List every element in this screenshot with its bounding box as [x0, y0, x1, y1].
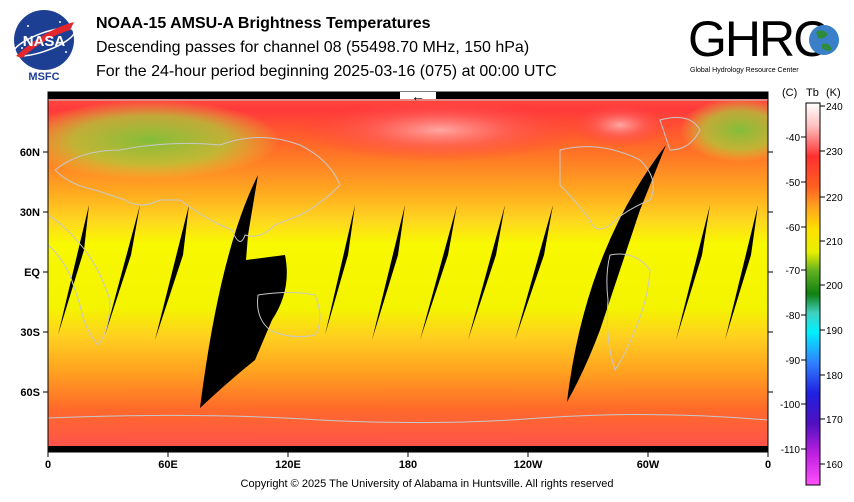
colorbar-kelvin-tick: 200: [826, 281, 843, 292]
colorbar-celsius-tick: -100: [780, 400, 800, 411]
colorbar-celsius-tick: -90: [786, 356, 801, 367]
lat-tick-label: 60S: [20, 387, 40, 399]
msfc-label: MSFC: [28, 71, 59, 83]
title-block: NOAA-15 AMSU-A Brightness Temperatures D…: [96, 12, 557, 84]
map-field: [48, 92, 768, 452]
colorbar-celsius-tick: -40: [786, 133, 801, 144]
nasa-logo: NASA MSFC: [13, 10, 75, 83]
lon-tick-label: 60E: [158, 459, 178, 471]
lon-tick-label: 120E: [275, 459, 301, 471]
page-subtitle: Descending passes for channel 08 (55498.…: [96, 39, 530, 56]
bottom-band: [48, 446, 768, 452]
lat-tick-label: 30S: [20, 327, 40, 339]
lon-tick-label: 0: [765, 459, 771, 471]
page-title: NOAA-15 AMSU-A Brightness Temperatures: [96, 15, 431, 32]
nasa-wordmark: NASA: [23, 33, 66, 50]
ghrc-subtitle: Global Hydrology Resource Center: [690, 67, 799, 74]
colorbar: (C) Tb (K) -40 -50 -60 -70 -80 -90 -100 …: [780, 87, 843, 486]
coastlines: [48, 99, 768, 424]
colorbar-celsius-tick: -70: [786, 266, 801, 277]
colorbar-kelvin-unit: (K): [826, 87, 841, 99]
colorbar-celsius-unit: (C): [782, 87, 797, 99]
lat-tick-label: EQ: [24, 267, 40, 279]
ghrc-wordmark: GHRC: [688, 11, 828, 67]
lat-tick-label: 60N: [20, 147, 40, 159]
colorbar-celsius-tick: -110: [781, 445, 801, 456]
colorbar-kelvin-tick: 220: [826, 193, 843, 204]
colorbar-kelvin-tick: 240: [826, 102, 843, 113]
lon-tick-label: 180: [399, 459, 417, 471]
colorbar-kelvin-tick: 180: [826, 371, 843, 382]
colorbar-kelvin-tick: 230: [826, 147, 843, 158]
colorbar-celsius-tick: -50: [786, 178, 801, 189]
colorbar-kelvin-tick: 210: [826, 237, 843, 248]
lon-tick-label: 120W: [514, 459, 543, 471]
lon-tick-label: 60W: [637, 459, 660, 471]
swath-gaps: [58, 145, 758, 408]
copyright-notice: Copyright © 2025 The University of Alaba…: [240, 478, 614, 490]
period-label: For the 24-hour period beginning 2025-03…: [96, 63, 557, 80]
lat-tick-label: 30N: [20, 207, 40, 219]
colorbar-tb-label: Tb: [806, 87, 819, 99]
direction-arrow: ←: [411, 88, 425, 104]
colorbar-kelvin-tick: 160: [826, 460, 843, 471]
colorbar-kelvin-tick: 190: [826, 326, 843, 337]
lon-axis: 0 60E 120E 180 120W 60W 0: [45, 452, 771, 471]
lon-tick-label: 0: [45, 459, 51, 471]
colorbar-kelvin-tick: 170: [826, 415, 843, 426]
ghrc-logo: GHRC Global Hydrology Resource Center: [688, 11, 839, 74]
colorbar-celsius-tick: -60: [786, 223, 801, 234]
lat-axis: 60N 30N EQ 30S 60S: [20, 147, 773, 399]
colorbar-celsius-tick: -80: [786, 311, 801, 322]
